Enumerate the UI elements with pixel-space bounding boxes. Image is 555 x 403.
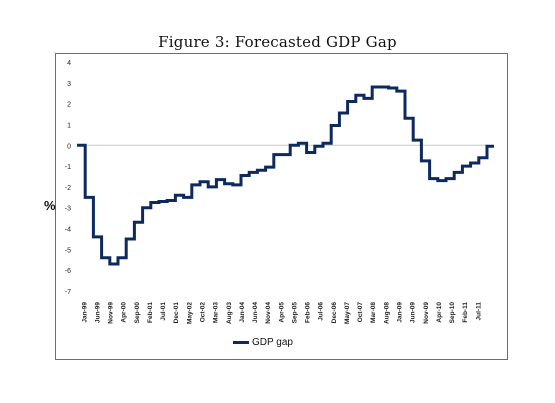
y-axis-label: % [44, 198, 56, 213]
x-tick-label: Mar-08 [370, 302, 377, 323]
y-tick-label: 2 [67, 102, 71, 109]
series-line-gdp-gap [77, 85, 494, 266]
y-tick-label: -7 [65, 289, 71, 296]
x-tick-label: Feb-01 [147, 302, 154, 323]
x-tick-label: May-02 [186, 302, 193, 324]
x-tick-label: Jul-06 [318, 302, 325, 321]
x-tick-label: Nov-99 [108, 302, 115, 324]
x-tick-label: Aug-08 [383, 302, 390, 324]
x-tick-label: Dec-01 [173, 302, 180, 324]
x-tick-label: Nov-09 [423, 302, 430, 324]
x-tick-label: Dec-06 [331, 302, 338, 324]
x-tick-label: Jan-99 [81, 302, 88, 323]
x-tick-label: Nov-04 [265, 302, 272, 324]
x-tick-label: Feb-06 [305, 302, 312, 323]
chart-title: Figure 3: Forecasted GDP Gap [158, 33, 397, 51]
x-tick-label: Apr-00 [121, 302, 128, 323]
x-tick-label: Jan-04 [239, 302, 246, 323]
y-tick-label: 0 [67, 143, 71, 150]
x-tick-label: May-07 [344, 302, 351, 324]
x-tick-label: Jun-09 [410, 302, 417, 323]
y-tick-label: -3 [65, 206, 71, 213]
x-tick-label: Aug-03 [226, 302, 233, 324]
x-tick-label: Jan-09 [397, 302, 404, 323]
x-tick-label: Apr-10 [436, 302, 443, 323]
x-tick-label: Feb-11 [462, 302, 469, 323]
y-tick-label: -5 [65, 247, 71, 254]
x-tick-label: Sep-00 [134, 302, 141, 324]
x-tick-label: Sep-05 [291, 302, 298, 324]
x-tick-label: Oct-07 [357, 302, 364, 323]
y-tick-label: 1 [67, 122, 71, 129]
x-tick-label: Mar-03 [213, 302, 220, 323]
chart-frame [55, 53, 508, 360]
y-tick-label: -2 [65, 185, 71, 192]
x-tick-label: Jul-01 [160, 302, 167, 321]
x-tick-label: Apr-05 [278, 302, 285, 323]
x-tick-label: Jun-04 [252, 302, 259, 323]
y-tick-label: -1 [65, 164, 71, 171]
legend-swatch [233, 341, 249, 344]
x-tick-label: Oct-02 [199, 302, 206, 323]
y-tick-label: 3 [67, 81, 71, 88]
legend: GDP gap [233, 337, 293, 348]
legend-label: GDP gap [252, 337, 293, 348]
x-tick-label: Sep-10 [449, 302, 456, 324]
y-tick-label: -4 [65, 227, 71, 234]
y-tick-label: -6 [65, 268, 71, 275]
y-tick-label: 4 [67, 60, 71, 67]
x-tick-label: Jul-11 [475, 302, 482, 321]
x-tick-label: Jun-99 [94, 302, 101, 323]
